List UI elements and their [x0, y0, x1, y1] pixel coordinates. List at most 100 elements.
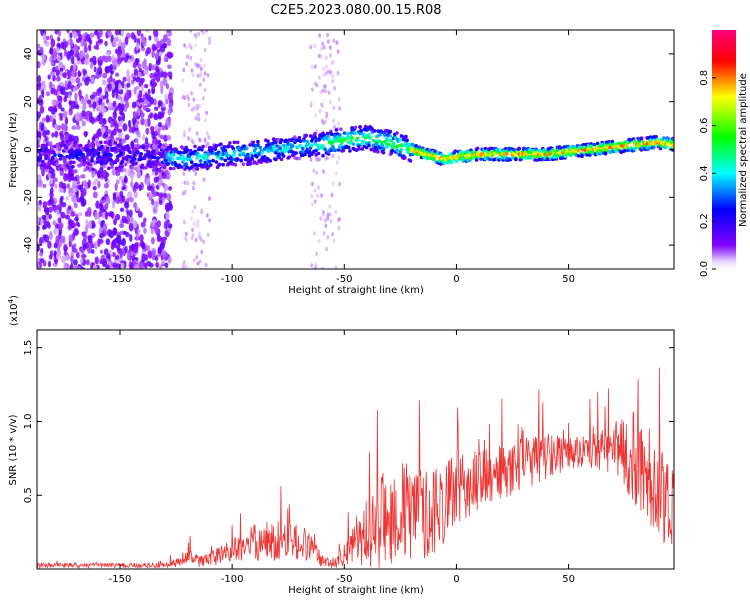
heatmap-speckle — [128, 196, 134, 203]
heatmap-cell — [359, 129, 363, 133]
heatmap-speckle — [94, 256, 99, 265]
heatmap-speckle — [158, 100, 163, 107]
heatmap-speckle — [82, 33, 86, 40]
heatmap-speckle — [331, 60, 334, 65]
heatmap-speckle — [69, 49, 75, 57]
heatmap-speckle — [204, 143, 208, 149]
heatmap-speckle — [117, 128, 123, 133]
heatmap-speckle — [147, 250, 153, 256]
heatmap-cell — [228, 141, 232, 145]
heatmap-speckle — [114, 80, 120, 86]
heatmap-speckle — [183, 43, 187, 48]
heatmap-speckle — [101, 196, 105, 201]
heatmap-cell — [156, 140, 160, 145]
heatmap-speckle — [195, 131, 199, 136]
heatmap-speckle — [63, 251, 69, 256]
heatmap-cell — [95, 160, 100, 164]
heatmap-speckle — [153, 36, 159, 43]
heatmap-speckle — [50, 38, 56, 48]
heatmap-cell — [214, 144, 219, 148]
heatmap-speckle — [182, 67, 186, 73]
heatmap-speckle — [134, 181, 139, 190]
heatmap-speckle — [92, 60, 97, 66]
heatmap-cell — [163, 165, 167, 170]
heatmap-speckle — [101, 170, 105, 179]
heatmap-cell — [376, 149, 380, 154]
heatmap-speckle — [83, 232, 88, 242]
heatmap-speckle — [41, 214, 47, 220]
heatmap-speckle — [310, 263, 314, 268]
heatmap-speckle — [185, 264, 189, 269]
heatmap-cell — [132, 153, 137, 157]
heatmap-speckle — [78, 89, 82, 98]
heatmap-cell — [235, 140, 240, 145]
heatmap-speckle — [140, 112, 145, 118]
heatmap-speckle — [192, 97, 196, 103]
heatmap-speckle — [329, 53, 332, 58]
heatmap-speckle — [78, 82, 83, 87]
heatmap-cell — [115, 158, 120, 163]
heatmap-cell — [334, 128, 339, 132]
heatmap-cell — [316, 151, 321, 156]
heatmap-cell — [232, 140, 237, 145]
heatmap-cell — [284, 149, 288, 153]
heatmap-speckle — [144, 262, 148, 269]
heatmap-cell — [201, 144, 205, 149]
heatmap-cell — [198, 159, 203, 163]
heatmap-speckle — [140, 117, 145, 126]
heatmap-speckle — [132, 61, 137, 69]
heatmap-speckle — [154, 125, 158, 131]
heatmap-speckle — [203, 71, 207, 76]
heatmap-speckle — [151, 171, 156, 176]
heatmap-speckle — [164, 93, 168, 100]
heatmap-speckle — [54, 183, 58, 190]
heatmap-cell — [306, 142, 311, 146]
heatmap-speckle — [121, 180, 125, 186]
heatmap-speckle — [183, 235, 187, 240]
heatmap-cell — [113, 141, 118, 145]
heatmap-speckle — [206, 232, 210, 238]
heatmap-speckle — [117, 102, 122, 109]
heatmap-cell — [89, 165, 93, 169]
heatmap-speckle — [151, 89, 155, 95]
heatmap-speckle — [121, 246, 126, 256]
heatmap-speckle — [320, 118, 324, 124]
heatmap-speckle — [167, 71, 173, 78]
heatmap-cell — [184, 145, 188, 150]
heatmap-speckle — [207, 135, 211, 140]
heatmap-speckle — [71, 244, 75, 252]
heatmap-cell — [558, 146, 563, 150]
heatmap-speckle — [130, 172, 134, 181]
snr-y-ticks: 0.5 1.0 1.5 — [23, 340, 674, 503]
heatmap-speckle — [64, 255, 69, 261]
heatmap-speckle — [148, 195, 153, 201]
heatmap-speckle — [71, 195, 77, 202]
heatmap-speckle — [332, 118, 335, 124]
heatmap-speckle — [117, 115, 122, 122]
y-tick-label: 40 — [23, 48, 34, 61]
x-tick-label: 0 — [453, 274, 459, 285]
heatmap-speckle — [81, 254, 87, 259]
heatmap-speckle — [162, 71, 168, 79]
heatmap-speckle — [64, 134, 69, 142]
heatmap-speckle — [335, 171, 338, 176]
heatmap-cell — [382, 133, 387, 137]
heatmap-speckle — [135, 85, 140, 91]
heatmap-speckle — [37, 229, 40, 239]
heatmap-speckle — [125, 77, 131, 82]
heatmap-speckle — [60, 235, 66, 244]
heatmap-cell — [375, 142, 379, 146]
heatmap-speckle — [153, 106, 159, 111]
heatmap-speckle — [99, 203, 104, 213]
heatmap-speckle — [168, 186, 173, 191]
heatmap-speckle — [313, 43, 317, 49]
heatmap-cell — [119, 151, 123, 155]
heatmap-speckle — [167, 92, 173, 102]
heatmap-cell — [156, 156, 160, 160]
heatmap-speckle — [71, 69, 76, 78]
heatmap-cell — [250, 157, 255, 161]
heatmap-speckle — [55, 235, 60, 244]
heatmap-speckle — [149, 72, 155, 79]
heatmap-speckle — [127, 169, 132, 177]
heatmap-speckle — [86, 165, 90, 171]
